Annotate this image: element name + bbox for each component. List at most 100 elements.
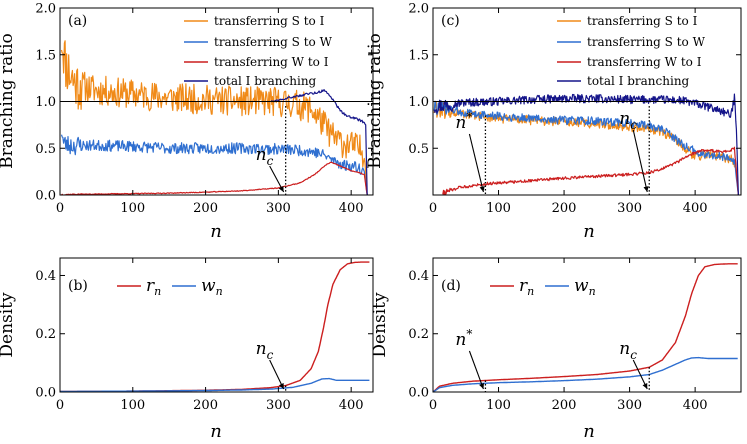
- legend-label-b-1: wn: [201, 276, 223, 298]
- x-tick-label-c-4: 400: [683, 201, 708, 216]
- annotation-label-a-0: nc: [256, 145, 274, 168]
- y-tick-label-c-2: 1.5: [408, 48, 429, 63]
- series-line-a-0: [60, 40, 368, 195]
- legend-label-a-3: total I branching: [214, 74, 317, 88]
- panel-b-label: (b): [68, 278, 88, 294]
- panel-a-ylabel: Branching ratio: [0, 33, 17, 169]
- panel-c-ylabel: Branching ratio: [365, 33, 385, 169]
- series-line-d-0: [433, 263, 738, 392]
- panel-d-annotations: n* nc: [455, 327, 650, 392]
- legend-label-c-2: transferring W to I: [587, 55, 702, 69]
- y-tick-label-d-1: 0.2: [408, 327, 429, 342]
- annotation-arrowhead-b-0: [278, 383, 284, 389]
- annotation-label-main-a-0: n: [256, 145, 267, 165]
- x-tick-label-a-0: 0: [56, 201, 64, 216]
- panel-c-ticks: 0 100 200 300 400 0.5 1.0 1.5 2.0: [408, 2, 741, 216]
- y-tick-label-a-0: 0.0: [35, 189, 56, 204]
- x-tick-label-d-0: 0: [429, 398, 437, 413]
- x-tick-label-b-3: 300: [266, 398, 291, 413]
- series-line-c-3: [433, 93, 739, 195]
- panel-d-xlabel: n: [583, 421, 595, 442]
- annotation-arrow-c-1: [632, 129, 648, 193]
- panel-b-ylabel: Density: [0, 292, 17, 358]
- panel-b-xlabel: n: [210, 421, 222, 442]
- annotation-label-d-0: n*: [455, 327, 472, 350]
- legend-label-a-0: transferring S to I: [214, 14, 325, 28]
- annotation-label-main-b-0: n: [256, 339, 267, 359]
- annotation-label-sub-b-0: c: [267, 348, 274, 362]
- panel-d-ylabel: Density: [370, 292, 390, 358]
- legend-label-b-0-main: r: [146, 276, 155, 296]
- series-line-a-3: [270, 89, 368, 195]
- legend-label-b-1-main: w: [201, 276, 216, 296]
- panel-a-ticks: 0 100 200 300 400 0.0 0.5 1.0 1.5 2.0: [35, 2, 373, 216]
- series-line-c-0: [433, 101, 739, 195]
- y-tick-label-a-2: 1.0: [35, 95, 56, 110]
- y-tick-label-c-1: 1.0: [408, 95, 429, 110]
- panel-b-frame: [59, 257, 374, 393]
- panel-c-series: [433, 93, 739, 195]
- annotation-label-c-1: nc: [619, 109, 637, 132]
- annotation-label-sub-d-1: c: [630, 348, 637, 362]
- x-tick-label-d-1: 100: [486, 398, 511, 413]
- panel-a-annotations: nc: [256, 106, 287, 195]
- annotation-label-sub-a-0: c: [267, 154, 274, 168]
- panel-d-label: (d): [441, 278, 461, 294]
- legend-label-a-2: transferring W to I: [214, 55, 329, 69]
- legend-label-a-1: transferring S to W: [214, 35, 333, 49]
- annotation-arrowhead-a-0: [278, 186, 284, 192]
- x-tick-label-b-1: 100: [120, 398, 145, 413]
- x-tick-label-d-3: 300: [617, 398, 642, 413]
- annotation-label-main-d-1: n: [619, 339, 630, 359]
- annotation-label-sub-c-1: c: [630, 118, 637, 132]
- panel-d-legend: rn wn: [490, 276, 596, 298]
- x-tick-label-c-3: 300: [617, 201, 642, 216]
- legend-label-b-0-sub: n: [154, 285, 161, 298]
- annotation-arrowhead-c-0: [479, 186, 485, 192]
- panel-d-ticks: 0 100 200 300 400 0.0 0.2 0.4: [408, 258, 741, 413]
- annotation-label-main-c-1: n: [619, 109, 630, 129]
- panel-c-legend: transferring S to I transferring S to W …: [557, 14, 706, 88]
- panel-d-frame: [432, 257, 742, 393]
- series-line-a-1: [60, 134, 368, 195]
- x-tick-label-c-0: 0: [429, 201, 437, 216]
- panel-c-label: (c): [441, 13, 460, 29]
- x-tick-label-c-2: 200: [552, 201, 577, 216]
- x-tick-label-a-1: 100: [120, 201, 145, 216]
- annotation-arrowhead-c-1: [643, 186, 649, 192]
- panel-b-ticks: 0 100 200 300 400 0.0 0.2 0.4: [35, 258, 373, 413]
- y-tick-label-a-3: 1.5: [35, 48, 56, 63]
- x-tick-label-a-3: 300: [266, 201, 291, 216]
- annotation-label-main-c-0: n: [455, 113, 466, 133]
- annotation-arrowhead-d-0: [479, 383, 485, 389]
- panel-b-legend: rn wn: [117, 276, 223, 298]
- annotation-arrow-d-0: [468, 350, 484, 390]
- legend-label-b-0: rn: [146, 276, 161, 298]
- legend-label-d-0-sub: n: [527, 285, 534, 298]
- annotation-label-sub-c-0: *: [466, 110, 472, 124]
- x-tick-label-c-1: 100: [486, 201, 511, 216]
- panel-a-label: (a): [68, 13, 87, 29]
- series-line-c-1: [433, 100, 739, 195]
- annotation-arrow-c-0: [468, 133, 484, 193]
- annotation-arrowhead-d-1: [642, 383, 648, 389]
- legend-label-d-1-main: w: [574, 276, 589, 296]
- legend-label-c-0: transferring S to I: [587, 14, 698, 28]
- legend-label-c-1: transferring S to W: [587, 35, 706, 49]
- annotation-label-c-0: n*: [455, 110, 472, 133]
- y-tick-label-b-1: 0.2: [35, 327, 56, 342]
- y-tick-label-b-0: 0.0: [35, 386, 56, 401]
- series-line-c-2: [442, 146, 739, 195]
- y-tick-label-a-4: 2.0: [35, 2, 56, 17]
- legend-label-c-3: total I branching: [587, 74, 690, 88]
- annotation-label-sub-d-0: *: [466, 327, 472, 341]
- legend-label-d-1-sub: n: [589, 285, 596, 298]
- x-tick-label-a-4: 400: [339, 201, 364, 216]
- x-tick-label-d-2: 200: [552, 398, 577, 413]
- y-tick-label-c-0: 0.5: [408, 142, 429, 157]
